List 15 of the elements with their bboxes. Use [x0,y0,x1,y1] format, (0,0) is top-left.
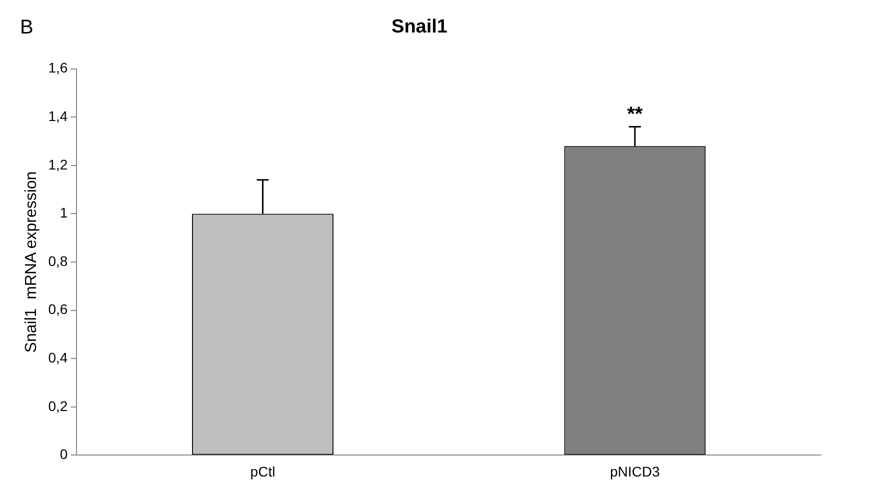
text: B [20,16,34,39]
y-tick-label: 0,2 [48,398,68,414]
y-tick-label: 1 [60,204,68,221]
y-axis-title: Snail1 mRNA expression [23,171,40,353]
x-tick-label: pNICD3 [610,463,660,480]
chart-title: Snail1 [392,16,448,38]
y-tick-label: 1,4 [48,108,68,124]
y-tick-label: 0,6 [48,301,68,318]
y-tick-label: 1,6 [48,60,68,76]
y-tick-label: 0 [60,446,68,462]
y-tick-label: 0,8 [48,252,68,269]
y-tick-label: 1,2 [48,156,68,172]
y-tick-label: 0,4 [48,349,68,366]
annotation: ** [627,103,643,126]
x-tick-label: pCtl [250,463,276,480]
